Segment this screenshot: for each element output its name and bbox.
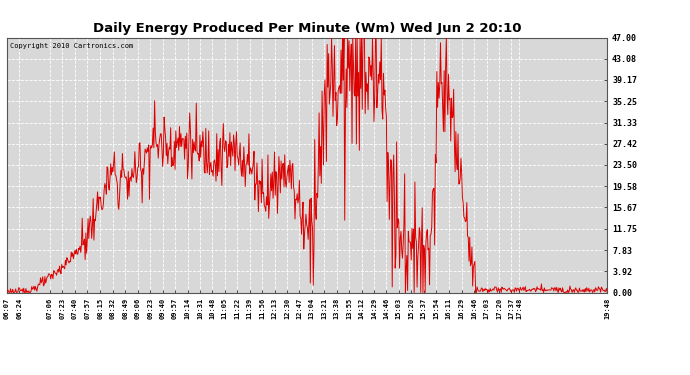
- Title: Daily Energy Produced Per Minute (Wm) Wed Jun 2 20:10: Daily Energy Produced Per Minute (Wm) We…: [92, 22, 522, 35]
- Text: Copyright 2010 Cartronics.com: Copyright 2010 Cartronics.com: [10, 43, 133, 49]
